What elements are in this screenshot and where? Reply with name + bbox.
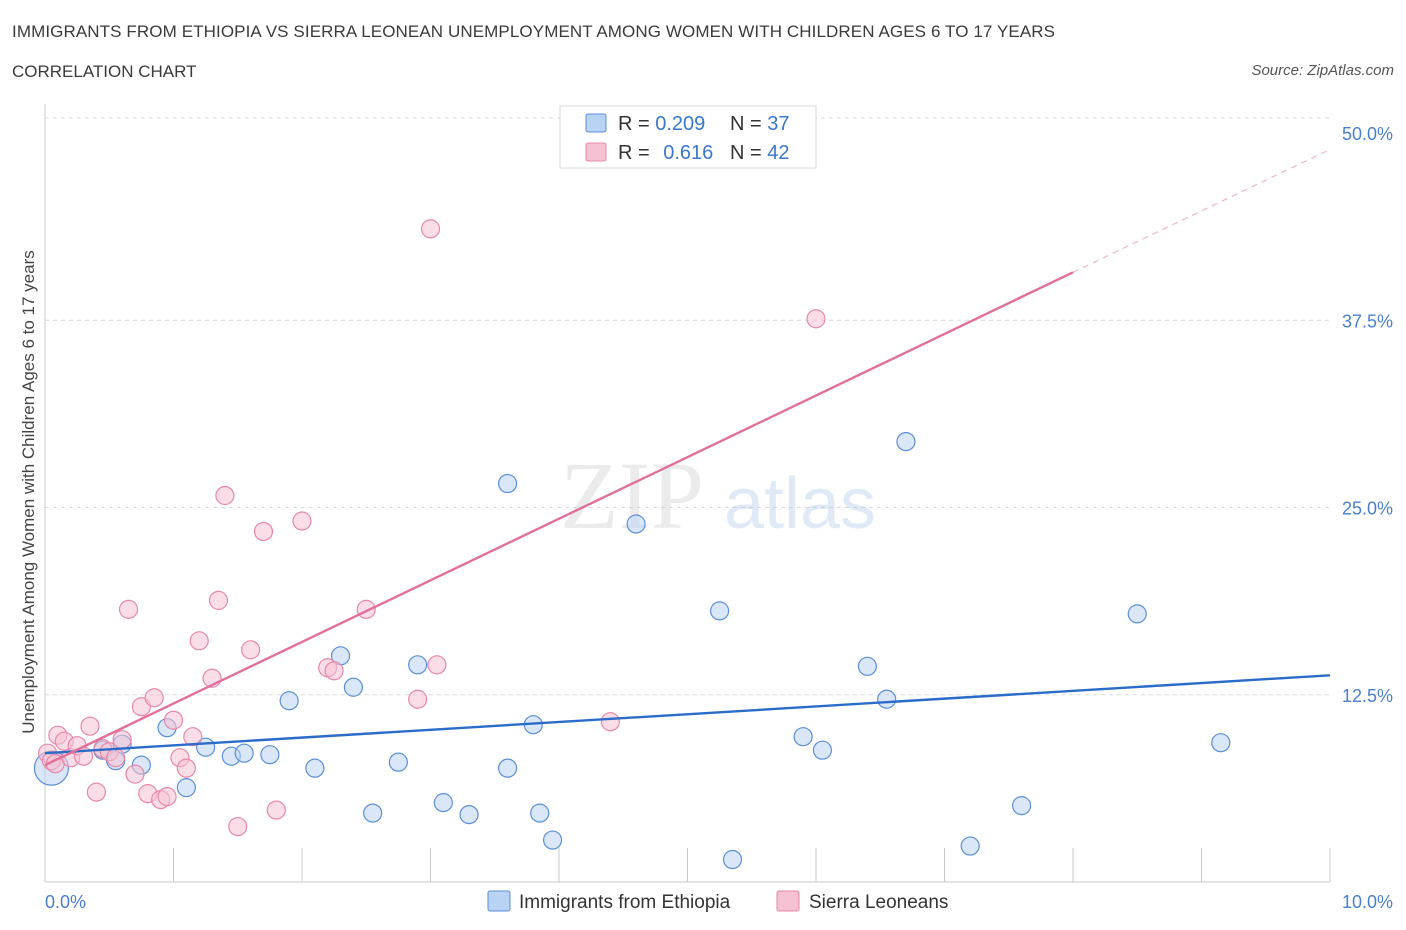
ethiopia-point-20 xyxy=(498,758,518,778)
sierra-points xyxy=(37,219,826,837)
legend-r-value-sierra: 0.616 xyxy=(663,142,713,164)
sierra-point-28 xyxy=(215,485,235,506)
ethiopia-point-27 xyxy=(722,849,743,870)
svg-text:R = 0.209: R = 0.209 xyxy=(618,113,705,135)
ethiopia-point-18 xyxy=(433,793,453,813)
y-tick-labels: 12.5% 25.0% 37.5% 50.0% xyxy=(1342,124,1393,706)
ethiopia-point-6 xyxy=(176,778,196,798)
ethiopia-point-31 xyxy=(877,689,897,709)
ethiopia-point-21 xyxy=(498,473,518,494)
sierra-point-27 xyxy=(208,590,229,610)
sierra-point-15 xyxy=(125,764,145,784)
sierra-point-33 xyxy=(292,511,312,531)
ethiopia-point-36 xyxy=(1211,733,1231,753)
bottom-legend-label-sierra: Sierra Leoneans xyxy=(809,892,948,913)
legend-r-value-ethiopia: 0.209 xyxy=(655,113,705,135)
legend-swatch-ethiopia xyxy=(585,113,607,133)
sierra-point-18 xyxy=(144,688,164,708)
trendline-sierra-extension xyxy=(1072,148,1331,273)
legend-swatch-sierra xyxy=(585,142,607,162)
svg-text:N = 37: N = 37 xyxy=(730,113,790,135)
chart-title: IMMIGRANTS FROM ETHIOPIA VS SIERRA LEONE… xyxy=(12,22,1056,41)
sierra-point-20 xyxy=(157,787,177,807)
ethiopia-point-35 xyxy=(1127,604,1147,624)
sierra-point-21 xyxy=(163,710,184,730)
sierra-point-25 xyxy=(189,631,209,651)
x-tick-label-max: 10.0% xyxy=(1342,892,1393,912)
sierra-point-38 xyxy=(427,655,447,675)
legend-r-label-ethiopia: R = xyxy=(618,113,655,135)
y-tick-label-2: 37.5% xyxy=(1342,311,1393,331)
sierra-point-41 xyxy=(806,309,826,329)
sierra-point-35 xyxy=(324,661,344,681)
ethiopia-point-32 xyxy=(896,431,916,452)
y-tick-label-1: 25.0% xyxy=(1342,499,1393,519)
legend-n-value-ethiopia: 37 xyxy=(767,113,789,135)
y-tick-label-0: 12.5% xyxy=(1342,686,1393,706)
sierra-point-39 xyxy=(420,219,441,239)
legend-n-value-sierra: 42 xyxy=(767,142,789,164)
svg-text:N = 42: N = 42 xyxy=(730,142,790,164)
trendline-sierra xyxy=(44,271,1074,767)
ethiopia-point-11 xyxy=(279,691,299,711)
legend-n-label-sierra: N = xyxy=(730,142,767,164)
sierra-point-40 xyxy=(600,712,621,732)
ethiopia-point-25 xyxy=(626,514,646,534)
y-tick-label-3: 50.0% xyxy=(1342,124,1393,144)
ethiopia-point-12 xyxy=(305,758,325,778)
sierra-point-8 xyxy=(80,716,100,736)
top-legend: R = 0.209 N = 37 R = 0.616 N = 42 xyxy=(559,105,817,169)
legend-r-label-sierra: R = xyxy=(618,142,655,164)
sierra-point-24 xyxy=(183,727,203,747)
ethiopia-point-33 xyxy=(960,836,980,856)
sierra-point-29 xyxy=(228,816,248,837)
sierra-point-12 xyxy=(106,748,126,768)
x-tick-label-min: 0.0% xyxy=(45,892,86,912)
ethiopia-point-26 xyxy=(710,601,730,621)
ethiopia-point-17 xyxy=(408,655,428,675)
trend-layer xyxy=(44,148,1331,767)
legend-n-label-ethiopia: N = xyxy=(730,113,767,135)
axis-layer xyxy=(44,104,1331,883)
chart-subtitle: CORRELATION CHART xyxy=(12,62,197,81)
chart-source: Source: ZipAtlas.com xyxy=(1251,62,1394,79)
ethiopia-point-29 xyxy=(812,740,833,760)
ethiopia-point-9 xyxy=(234,743,254,763)
sierra-point-9 xyxy=(86,782,107,802)
ethiopia-point-23 xyxy=(530,803,550,823)
sierra-point-32 xyxy=(266,800,286,820)
watermark-zip: ZIP xyxy=(560,442,704,549)
bottom-legend-swatch-sierra xyxy=(776,890,800,912)
sierra-point-13 xyxy=(112,730,132,750)
trendline-ethiopia xyxy=(44,674,1331,755)
sierra-point-23 xyxy=(176,758,196,778)
ethiopia-point-24 xyxy=(542,830,563,850)
ethiopia-point-10 xyxy=(260,745,280,765)
bottom-legend-swatch-ethiopia xyxy=(487,890,511,912)
ethiopia-point-15 xyxy=(363,803,383,823)
ethiopia-point-14 xyxy=(343,677,363,697)
watermark-atlas: atlas xyxy=(724,464,876,544)
sierra-point-31 xyxy=(253,521,274,542)
ethiopia-point-28 xyxy=(793,727,813,747)
sierra-point-14 xyxy=(118,599,139,619)
ethiopia-point-16 xyxy=(388,752,408,772)
bottom-legend-label-ethiopia: Immigrants from Ethiopia xyxy=(519,892,731,913)
bottom-legend: Immigrants from Ethiopia Sierra Leoneans xyxy=(487,890,948,913)
ethiopia-point-19 xyxy=(459,804,479,825)
sierra-point-37 xyxy=(408,689,428,709)
y-axis-label: Unemployment Among Women with Children A… xyxy=(19,250,38,734)
sierra-point-30 xyxy=(241,640,261,660)
ethiopia-point-30 xyxy=(857,656,878,676)
ethiopia-point-34 xyxy=(1011,796,1032,816)
svg-text:R = 0.616: R = 0.616 xyxy=(618,142,713,164)
